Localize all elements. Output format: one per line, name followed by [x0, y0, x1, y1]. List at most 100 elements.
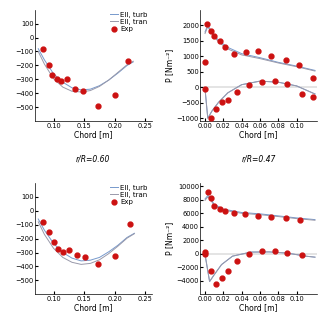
Ell, turb — [132, 231, 136, 235]
Exp — [268, 53, 274, 58]
Point — [259, 79, 264, 84]
Ell, turb — [88, 258, 92, 262]
Ell, turb — [217, 39, 221, 43]
Exp — [256, 213, 261, 219]
Ell, turb — [240, 211, 244, 214]
Ell, turb — [295, 216, 299, 220]
Exp — [67, 248, 72, 253]
Ell, tran — [258, 57, 262, 60]
Exp — [244, 50, 249, 55]
Point — [203, 86, 208, 91]
Ell, turb — [206, 194, 210, 197]
Ell, tran — [276, 215, 280, 219]
Text: r/R=0.47: r/R=0.47 — [241, 155, 276, 164]
Exp — [203, 59, 208, 64]
Exp — [223, 209, 228, 214]
Exp — [212, 203, 217, 208]
Exp — [283, 57, 288, 62]
Exp — [204, 21, 209, 26]
Exp — [256, 48, 261, 53]
Ell, tran — [125, 63, 129, 67]
Ell, tran — [295, 65, 299, 68]
Ell, turb — [52, 72, 55, 76]
Exp — [54, 77, 59, 82]
Ell, tran — [125, 236, 129, 240]
Exp — [46, 63, 51, 68]
Point — [246, 83, 252, 88]
Line: Ell, tran: Ell, tran — [38, 52, 133, 92]
Exp — [112, 92, 117, 97]
Ell, turb — [61, 251, 65, 254]
Ell, turb — [258, 212, 262, 216]
Point — [235, 258, 240, 263]
Legend: Ell, turb, Ell, tran, Exp: Ell, turb, Ell, tran, Exp — [109, 11, 148, 32]
Ell, tran — [98, 258, 101, 262]
Exp — [203, 250, 208, 255]
Point — [246, 252, 252, 257]
Point — [272, 78, 277, 84]
Ell, turb — [221, 207, 225, 211]
Ell, tran — [36, 220, 40, 224]
Exp — [65, 77, 70, 82]
Ell, turb — [203, 30, 207, 34]
Exp — [40, 46, 45, 51]
Ell, turb — [313, 68, 317, 72]
Point — [219, 276, 224, 281]
Ell, tran — [52, 246, 55, 250]
Ell, tran — [79, 90, 83, 94]
Point — [225, 98, 230, 103]
Ell, tran — [36, 50, 40, 53]
Line: Ell, turb: Ell, turb — [38, 49, 133, 90]
Ell, tran — [116, 244, 120, 248]
Exp — [40, 219, 45, 224]
Exp — [205, 190, 210, 195]
Y-axis label: P [Nm⁻²]: P [Nm⁻²] — [165, 222, 174, 255]
Ell, turb — [70, 256, 74, 260]
Exp — [283, 216, 288, 221]
Ell, tran — [226, 47, 230, 51]
Exp — [51, 239, 56, 244]
Ell, tran — [313, 69, 317, 73]
X-axis label: Chord [m]: Chord [m] — [74, 130, 113, 139]
Ell, tran — [79, 262, 83, 266]
Exp — [80, 88, 85, 93]
Ell, turb — [79, 88, 83, 92]
Ell, turb — [125, 236, 129, 239]
X-axis label: Chord [m]: Chord [m] — [239, 303, 278, 312]
Ell, tran — [206, 195, 210, 199]
Ell, tran — [70, 260, 74, 264]
Ell, turb — [36, 47, 40, 51]
Exp — [311, 76, 316, 81]
Exp — [217, 39, 222, 44]
Point — [311, 94, 316, 99]
Exp — [232, 210, 237, 215]
Ell, turb — [79, 259, 83, 263]
Ell, turb — [206, 23, 210, 27]
Ell, turb — [70, 86, 74, 90]
Point — [203, 252, 208, 257]
Ell, tran — [131, 59, 135, 63]
Ell, turb — [98, 84, 101, 88]
Ell, turb — [116, 71, 120, 75]
Ell, tran — [206, 25, 210, 28]
Line: Ell, tran: Ell, tran — [38, 222, 134, 264]
Ell, tran — [132, 232, 136, 236]
X-axis label: Chord [m]: Chord [m] — [239, 130, 278, 139]
Point — [285, 82, 290, 87]
Exp — [55, 246, 60, 252]
Ell, turb — [43, 58, 46, 62]
Exp — [126, 58, 131, 63]
Ell, tran — [116, 70, 120, 74]
Ell, turb — [131, 60, 135, 64]
Point — [300, 253, 305, 258]
Point — [235, 90, 240, 95]
Point — [213, 281, 219, 286]
Point — [208, 269, 213, 274]
Exp — [58, 78, 63, 84]
Ell, tran — [107, 78, 111, 82]
Point — [285, 250, 290, 255]
Exp — [112, 253, 117, 259]
Line: Ell, tran: Ell, tran — [205, 197, 315, 220]
Ell, turb — [295, 64, 299, 68]
X-axis label: Chord [m]: Chord [m] — [74, 303, 113, 312]
